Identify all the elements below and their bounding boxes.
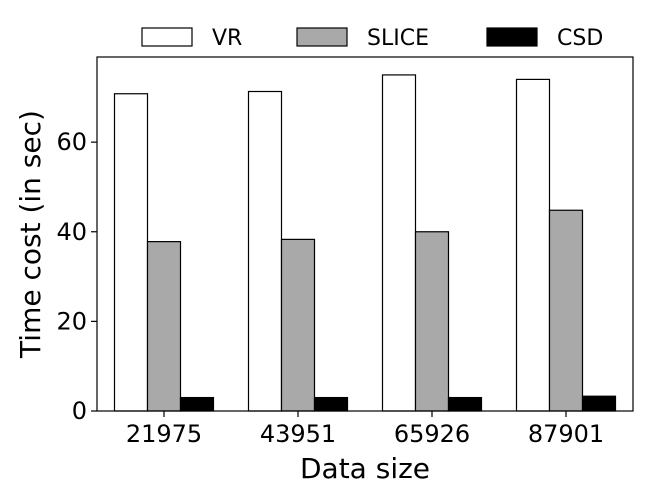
bar-slice-87901: [548, 209, 584, 412]
y-tick-label: 0: [72, 397, 87, 425]
y-axis-title: Time cost (in sec): [14, 110, 47, 359]
bar-csd-87901: [581, 395, 617, 412]
y-tick-label: 20: [56, 307, 87, 335]
legend-label-slice: SLICE: [367, 26, 429, 51]
legend-label-vr: VR: [212, 26, 242, 51]
x-tick-label: 87901: [528, 420, 604, 448]
bar-csd-21975: [179, 396, 215, 412]
legend-swatch-csd: [486, 27, 538, 47]
bar-vr-43951: [247, 90, 283, 412]
legend-swatch-vr: [141, 27, 193, 47]
bar-csd-43951: [313, 396, 349, 412]
bar-vr-65926: [381, 74, 417, 412]
x-axis-ticks: 21975 43951 65926 87901: [126, 411, 604, 448]
y-axis-ticks: 0 20 40 60: [56, 128, 97, 425]
legend-swatch-slice: [296, 27, 348, 47]
x-tick-label: 65926: [394, 420, 470, 448]
x-tick-label: 43951: [260, 420, 336, 448]
legend: VR SLICE CSD: [141, 26, 603, 51]
x-axis-title: Data size: [300, 452, 430, 485]
bar-slice-65926: [414, 231, 450, 412]
y-tick-label: 40: [56, 218, 87, 246]
bar-slice-43951: [280, 238, 316, 412]
legend-label-csd: CSD: [557, 26, 603, 51]
bars-group: [113, 74, 617, 412]
y-tick-label: 60: [56, 128, 87, 156]
bar-vr-21975: [113, 93, 149, 412]
plot-area-frame: [96, 56, 634, 412]
bar-vr-87901: [515, 78, 551, 412]
bar-csd-65926: [447, 396, 483, 412]
x-tick-label: 21975: [126, 420, 202, 448]
bar-slice-21975: [146, 241, 182, 412]
